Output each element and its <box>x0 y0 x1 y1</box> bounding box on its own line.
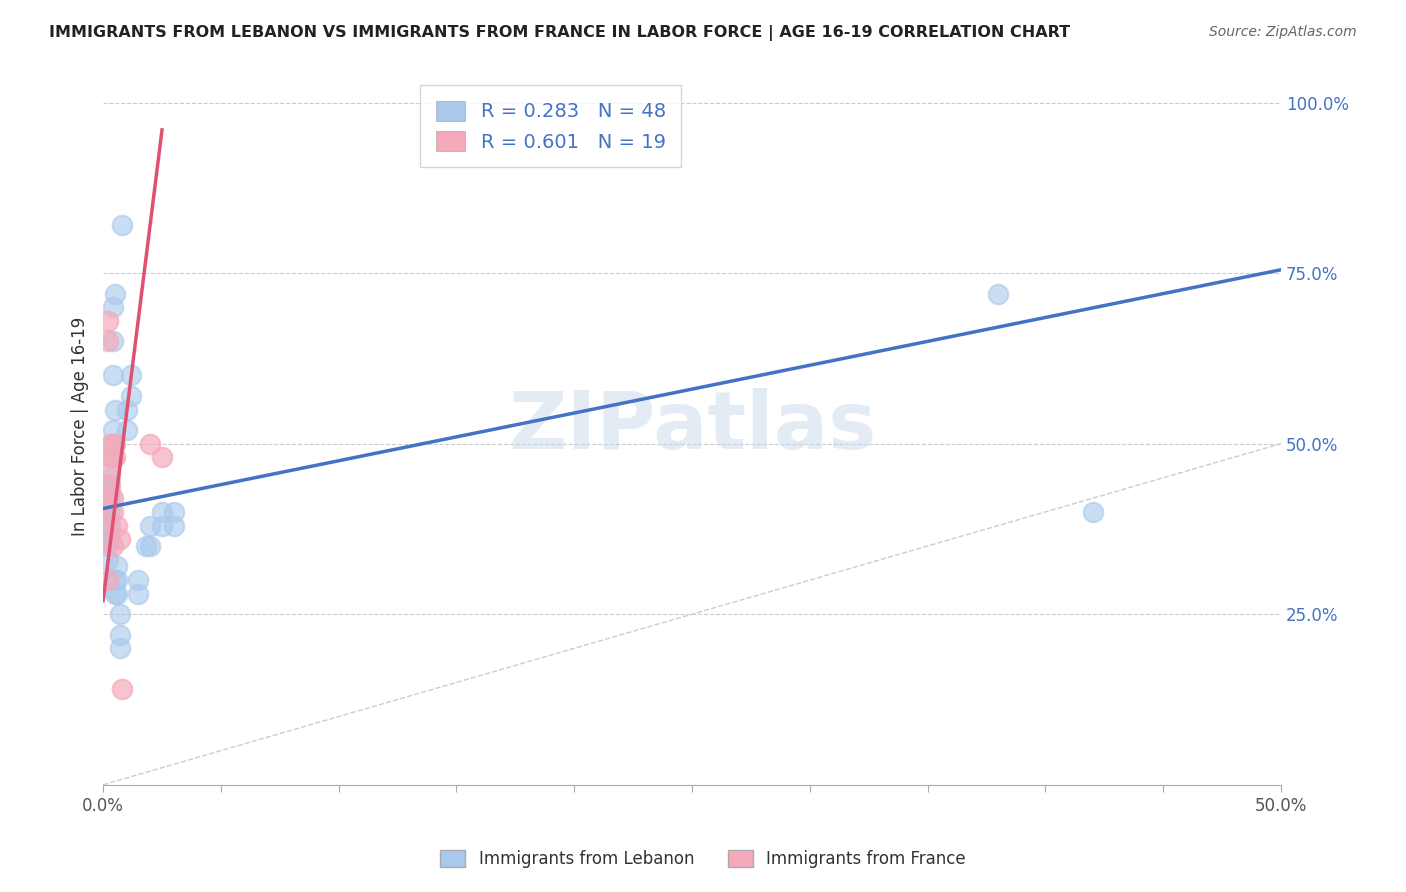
Point <box>115 423 138 437</box>
Point <box>139 518 162 533</box>
Point <box>98 436 121 450</box>
Point <box>150 518 173 533</box>
Point <box>108 607 131 622</box>
Point <box>150 505 173 519</box>
Point <box>101 505 124 519</box>
Point <box>101 334 124 349</box>
Point <box>98 450 121 465</box>
Point <box>108 532 131 546</box>
Point <box>98 471 121 485</box>
Point <box>150 450 173 465</box>
Point <box>97 334 120 349</box>
Point <box>1081 505 1104 519</box>
Point <box>94 491 117 506</box>
Point <box>104 286 127 301</box>
Point <box>104 450 127 465</box>
Point <box>101 436 124 450</box>
Point <box>111 682 134 697</box>
Point <box>98 532 121 546</box>
Point <box>111 219 134 233</box>
Point <box>127 573 149 587</box>
Point <box>127 587 149 601</box>
Point <box>104 573 127 587</box>
Point <box>97 477 120 491</box>
Point <box>101 491 124 506</box>
Point <box>104 436 127 450</box>
Point <box>105 573 128 587</box>
Point <box>97 552 120 566</box>
Point <box>108 628 131 642</box>
Point <box>163 518 186 533</box>
Point <box>98 477 121 491</box>
Point <box>97 484 120 499</box>
Point <box>94 518 117 533</box>
Point <box>97 518 120 533</box>
Point <box>105 518 128 533</box>
Point <box>101 368 124 383</box>
Point <box>104 402 127 417</box>
Point <box>97 498 120 512</box>
Point <box>94 505 117 519</box>
Point <box>101 300 124 314</box>
Point <box>94 532 117 546</box>
Point <box>97 314 120 328</box>
Point <box>139 539 162 553</box>
Point <box>101 450 124 465</box>
Legend: R = 0.283   N = 48, R = 0.601   N = 19: R = 0.283 N = 48, R = 0.601 N = 19 <box>420 86 681 168</box>
Point <box>987 286 1010 301</box>
Point <box>115 402 138 417</box>
Point <box>98 491 121 506</box>
Point <box>98 484 121 499</box>
Point <box>97 539 120 553</box>
Text: ZIPatlas: ZIPatlas <box>508 388 876 466</box>
Point <box>104 587 127 601</box>
Point <box>101 423 124 437</box>
Point <box>163 505 186 519</box>
Point <box>139 436 162 450</box>
Point <box>135 539 157 553</box>
Point <box>101 539 124 553</box>
Text: Source: ZipAtlas.com: Source: ZipAtlas.com <box>1209 25 1357 39</box>
Point <box>120 389 142 403</box>
Point <box>105 559 128 574</box>
Point <box>120 368 142 383</box>
Point <box>108 641 131 656</box>
Point <box>98 464 121 478</box>
Point <box>98 505 121 519</box>
Point <box>98 518 121 533</box>
Point <box>105 587 128 601</box>
Point <box>94 518 117 533</box>
Text: IMMIGRANTS FROM LEBANON VS IMMIGRANTS FROM FRANCE IN LABOR FORCE | AGE 16-19 COR: IMMIGRANTS FROM LEBANON VS IMMIGRANTS FR… <box>49 25 1070 41</box>
Point <box>97 573 120 587</box>
Y-axis label: In Labor Force | Age 16-19: In Labor Force | Age 16-19 <box>72 317 89 536</box>
Legend: Immigrants from Lebanon, Immigrants from France: Immigrants from Lebanon, Immigrants from… <box>434 843 972 875</box>
Point <box>94 491 117 506</box>
